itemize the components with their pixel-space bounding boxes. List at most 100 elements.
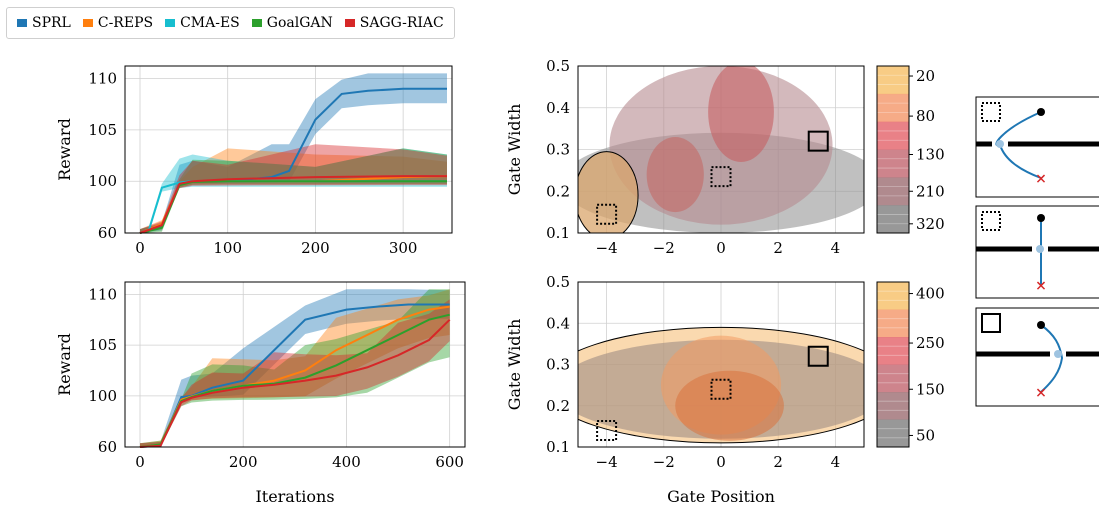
x-tick-label: 4 — [831, 453, 841, 471]
confidence-band — [140, 289, 450, 447]
y-axis-label: Reward — [55, 118, 74, 181]
legend-item-cmaes: CMA-ES — [165, 15, 240, 31]
y-tick-label: 105 — [88, 121, 117, 139]
confidence-band — [140, 144, 447, 233]
x-tick-label: −2 — [653, 239, 675, 257]
x-tick-label: 100 — [213, 239, 242, 257]
confidence-band — [140, 148, 447, 233]
confidence-band — [140, 148, 447, 233]
start-point-icon — [1037, 108, 1045, 116]
legend-swatch — [165, 19, 176, 27]
colorbar-segment — [877, 364, 909, 393]
series-line — [139, 175, 447, 234]
y-tick-label: 0.4 — [546, 314, 570, 332]
distribution-ellipse — [578, 151, 639, 233]
gate-marker — [596, 420, 618, 441]
series-line — [139, 303, 450, 448]
reward-panel: 0 100 200 300 60 100 105 110 Reward — [55, 65, 453, 257]
target-gate-marker — [807, 130, 829, 152]
x-tick-label: 0 — [716, 239, 726, 257]
colorbar-segment — [877, 149, 909, 178]
y-tick-label: 0.2 — [546, 182, 570, 200]
colorbar-frame — [876, 281, 910, 448]
plot-area — [125, 66, 452, 233]
y-tick-label: 0.4 — [546, 99, 570, 117]
y-tick-label: 0.5 — [546, 273, 570, 291]
confidence-band — [140, 289, 450, 447]
colorbar-tick-label: 130 — [916, 146, 945, 164]
gate-crossing-point — [1036, 245, 1044, 253]
y-axis-label: Gate Width — [505, 319, 524, 411]
colorbar-segment — [877, 309, 909, 338]
start-point-icon — [1037, 214, 1045, 222]
legend-label: C-REPS — [97, 15, 154, 31]
legend-swatch — [17, 19, 27, 27]
y-tick-label: 0.3 — [546, 356, 570, 374]
legend-label: GoalGAN — [266, 15, 333, 31]
x-tick-label: −2 — [653, 453, 675, 471]
y-tick-label: 0.2 — [546, 397, 570, 415]
trajectory-path — [1040, 324, 1064, 393]
trajectory-thumbnail: × — [975, 307, 1099, 407]
legend-item-goalgan: GoalGAN — [251, 15, 333, 31]
colorbar-tick-label: 400 — [916, 285, 945, 303]
y-tick-label: 105 — [88, 336, 117, 354]
goal-cross-icon: × — [1035, 171, 1047, 187]
distribution-ellipse — [646, 136, 704, 213]
confidence-band — [140, 73, 447, 234]
gate-marker — [710, 166, 732, 188]
legend-item-sprl: SPRL — [17, 15, 71, 31]
x-tick-label: 0 — [135, 453, 145, 471]
distribution-ellipse — [708, 66, 774, 163]
target-gate-marker — [807, 345, 829, 367]
plot-frame — [124, 281, 466, 448]
x-tick-label: 300 — [389, 239, 418, 257]
y-tick-label: 110 — [88, 285, 117, 303]
y-axis-label: Reward — [55, 333, 74, 396]
y-tick-label: 0.1 — [546, 224, 570, 242]
context-panel: −4 −2 0 2 4 0.1 0.2 0.3 0.4 0.5 Gate Width Gate Pos… — [505, 273, 945, 506]
x-tick-label: 200 — [229, 453, 258, 471]
colorbar-segment — [877, 205, 909, 234]
colorbar-tick-label: 250 — [916, 334, 945, 352]
y-tick-label: 0.1 — [546, 438, 570, 456]
gate-crossing-point — [1054, 350, 1062, 358]
legend: SPRL C-REPS CMA-ES GoalGAN SAGG-RIAC — [6, 7, 455, 39]
legend-label: CMA-ES — [180, 15, 240, 31]
x-tick-label: 2 — [773, 453, 783, 471]
x-tick-label: −4 — [596, 239, 618, 257]
x-tick-label: 0 — [716, 453, 726, 471]
y-tick-label: 60 — [98, 438, 117, 456]
y-tick-label: 110 — [88, 70, 117, 88]
start-point-icon — [1037, 321, 1045, 329]
gate-marker — [596, 203, 618, 225]
series-line — [139, 305, 450, 448]
colorbar-segment — [877, 282, 909, 310]
x-tick-label: 2 — [773, 239, 783, 257]
colorbar: 50 150 250 400 — [876, 281, 945, 448]
colorbar-tick-label: 80 — [916, 107, 935, 125]
distribution-group — [578, 326, 864, 444]
y-tick-label: 0.3 — [546, 141, 570, 159]
colorbar-segment — [877, 66, 909, 95]
y-tick-label: 60 — [98, 224, 117, 242]
x-tick-label: 200 — [301, 239, 330, 257]
legend-item-creps: C-REPS — [82, 15, 154, 31]
trajectory-thumbnail: × — [975, 205, 1099, 299]
colorbar: 20 80 130 210 320 — [876, 65, 945, 234]
plot-frame — [124, 65, 453, 234]
legend-item-saggriac: SAGG-RIAC — [344, 15, 444, 31]
colorbar-frame — [876, 65, 910, 234]
x-tick-label: −4 — [596, 453, 618, 471]
colorbar-tick-label: 50 — [916, 426, 935, 444]
goal-cross-icon: × — [1035, 278, 1047, 294]
colorbar-segment — [877, 419, 909, 448]
y-tick-label: 0.5 — [546, 57, 570, 75]
y-tick-label: 100 — [88, 172, 117, 190]
gate-marker — [710, 378, 732, 400]
y-tick-label: 100 — [88, 387, 117, 405]
legend-swatch — [82, 19, 93, 27]
gate-icon — [981, 313, 1001, 333]
colorbar-segment — [877, 93, 909, 123]
